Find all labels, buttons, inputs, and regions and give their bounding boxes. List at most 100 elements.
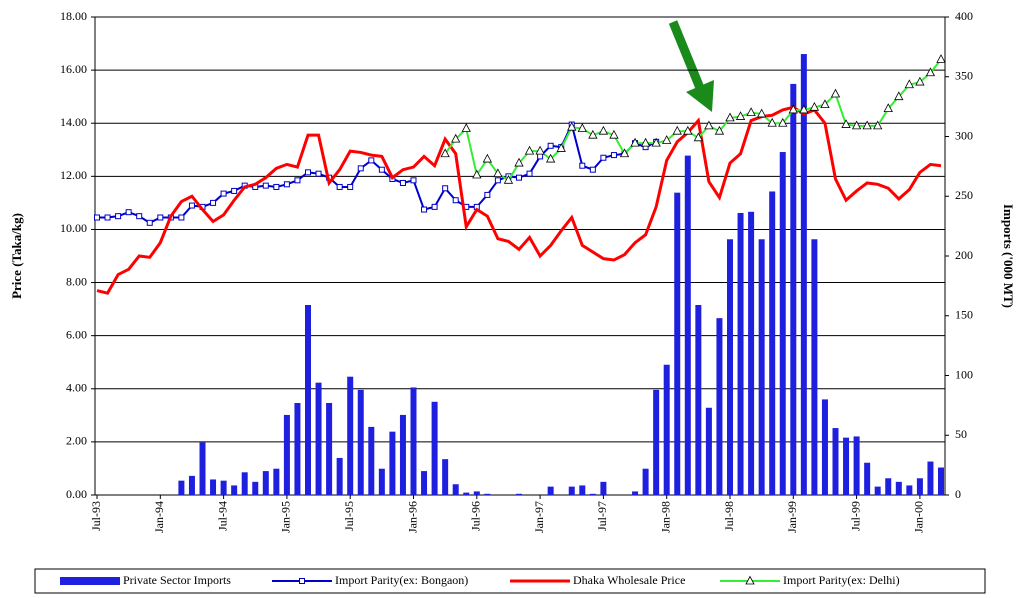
bar [220,480,227,495]
marker [799,104,809,114]
y-tick-label: 10.00 [60,221,87,235]
bar [262,471,269,495]
marker [609,129,619,139]
y-tick-label: 4.00 [66,381,87,395]
bar [748,211,755,495]
legend-marker [299,578,305,584]
marker [431,203,438,210]
marker [767,117,777,127]
marker [598,125,609,135]
line-series [94,121,660,226]
bar [653,389,660,495]
marker [494,177,501,184]
bar [663,364,670,495]
bar [769,191,776,495]
bar [547,486,554,495]
y-tick-label: 18.00 [60,9,87,23]
marker [630,137,640,147]
x-tick-label: Jan-00 [912,501,926,533]
bar [210,479,217,495]
marker [545,153,556,163]
marker [693,132,704,142]
bar [758,239,765,495]
bar [273,468,280,495]
marker [410,177,417,184]
marker [579,162,586,169]
bar [895,481,902,495]
marker [305,169,311,176]
marker [883,103,893,113]
marker [125,209,132,216]
marker [651,137,661,147]
marker [188,202,195,209]
marker [421,206,428,213]
bar [906,485,913,495]
y2-tick-label: 0 [955,487,961,501]
x-tick-label: Jul-96 [469,501,483,531]
marker [830,88,841,98]
marker [440,148,450,158]
marker [600,154,607,161]
legend-swatch [60,577,120,585]
marker [273,183,280,190]
marker [399,179,406,186]
marker [220,190,227,197]
marker [894,91,904,101]
annotation-arrow [668,20,714,112]
bar [716,318,723,495]
marker [136,213,143,220]
marker [547,142,554,149]
marker [714,125,725,135]
marker [683,125,693,135]
bar [705,407,712,495]
bar [674,192,681,496]
marker [378,166,385,173]
marker [841,119,851,128]
bar [516,493,522,495]
marker [537,153,544,160]
bar [800,54,807,496]
bar [368,426,375,495]
bar [231,485,238,495]
bar [294,402,301,495]
marker [482,153,493,163]
y2-tick-label: 300 [955,128,973,142]
bar [821,399,828,495]
bar [779,152,786,495]
bar [431,401,438,495]
bar [811,239,818,495]
x-tick-label: Jul-93 [89,501,103,531]
marker [567,121,577,131]
x-tick-label: Jul-94 [215,501,229,531]
bar [642,468,649,495]
y2-tick-label: 150 [955,308,973,322]
y-tick-label: 8.00 [66,274,87,288]
marker [451,133,461,143]
y-tick-label: 6.00 [66,327,87,341]
bar [357,389,364,495]
bar [252,481,259,495]
y2-tick-label: 200 [955,248,973,262]
bar [589,493,596,495]
marker [283,181,290,188]
x-tick-label: Jul-95 [342,501,356,531]
x-tick-label: Jul-97 [595,501,609,531]
x-tick-label: Jan-94 [152,501,166,533]
marker [526,170,533,177]
marker [619,148,630,158]
marker [809,101,820,111]
marker [788,104,798,114]
bar [473,491,480,495]
marker [925,67,936,77]
marker [336,183,343,190]
y2-axis-title: Imports ('000 MT) [1001,204,1016,308]
marker [756,108,767,118]
x-tick-label: Jul-99 [848,501,862,531]
marker [672,125,682,135]
marker [115,213,122,220]
marker [315,170,322,177]
bar [399,414,406,495]
bar [600,481,607,495]
marker [503,174,514,184]
